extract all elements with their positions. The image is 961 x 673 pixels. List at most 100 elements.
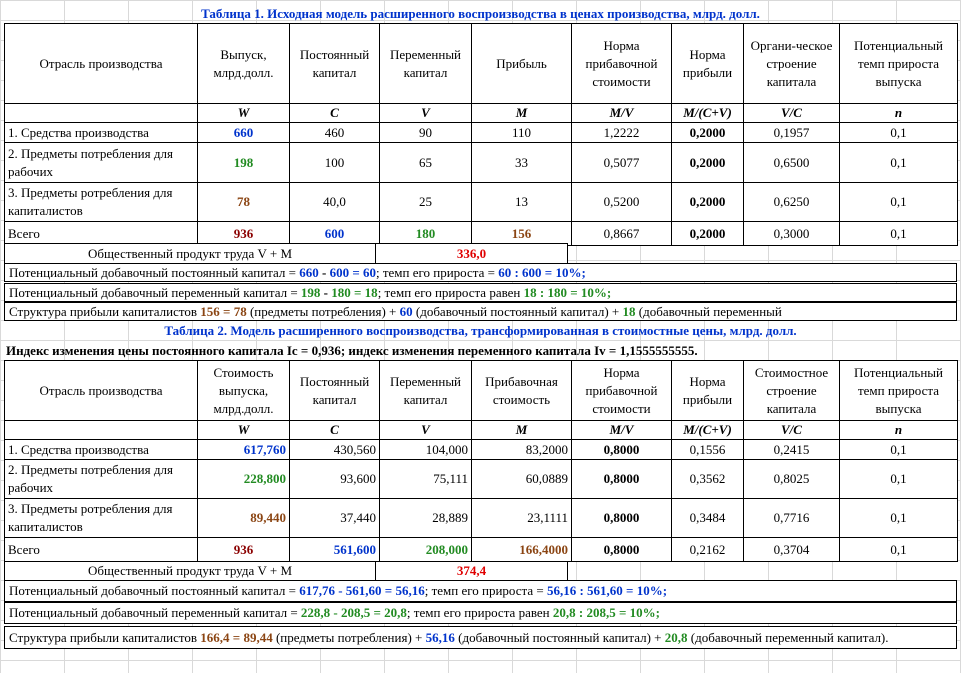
table-row: 2. Предметы потребления для рабочих 228,…: [4, 459, 958, 499]
constant-capital-value: 100: [289, 142, 380, 183]
surplus-value: 60,0889: [471, 459, 572, 499]
text: Потенциальный добавочный переменный капи…: [9, 605, 301, 620]
text: (предметы потребления) +: [246, 304, 400, 319]
text: ; темп его прироста равен: [377, 285, 524, 300]
value: 60 : 600 = 10%;: [498, 265, 586, 280]
header-output-value: Стоимость выпуска, млрд.долл.: [197, 360, 290, 421]
social-product-label-text: Общественный продукт труда V + M: [87, 563, 293, 578]
social-product-label-text: Общественный продукт труда V + M: [87, 245, 293, 261]
constant-capital-value: 430,560: [289, 439, 380, 460]
text: (предметы потребления) +: [272, 630, 426, 645]
variable-capital-value: 180: [379, 221, 472, 246]
social-product-value: 374,4: [375, 561, 568, 581]
social-product-label: Общественный продукт труда V + M: [4, 243, 376, 264]
variable-capital-value: 65: [379, 142, 472, 183]
value: 56,16 : 561,60 = 10%;: [546, 583, 668, 598]
profit-value: 13: [471, 182, 572, 222]
surplus-value: 83,2000: [471, 439, 572, 460]
composition-value: 0,1957: [743, 122, 840, 143]
growth-value: 0,1: [839, 221, 958, 246]
surplus-rate-value: 1,2222: [571, 122, 672, 143]
text: Структура прибыли капиталистов: [9, 630, 201, 645]
header-surplus-rate: Норма прибавочной стоимости: [571, 23, 672, 104]
symbol-cell: V/C: [743, 103, 840, 123]
table2-profit-structure-line: Структура прибыли капиталистов 166,4 = 8…: [4, 626, 957, 649]
profit-value: 156: [471, 221, 572, 246]
output-value: 89,440: [197, 498, 290, 538]
profit-rate-value: 0,2000: [671, 182, 744, 222]
table-row: 3. Предметы ротребления для капиталистов…: [4, 182, 958, 222]
table2-symbol-row: W C V M M/V M/(C+V) V/C n: [4, 420, 958, 440]
composition-value: 0,8025: [743, 459, 840, 499]
text: (добавочный постоянный капитал) +: [412, 304, 623, 319]
profit-rate-value: 0,2000: [671, 221, 744, 246]
table2-header-row: Отрасль производства Стоимость выпуска, …: [4, 360, 958, 421]
table1-constant-capital-line: Потенциальный добавочный постоянный капи…: [4, 263, 957, 282]
table1-header-row: Отрасль производства Выпуск, млрд.долл. …: [4, 23, 958, 104]
header-value-composition: Стоимостное строение капитала: [743, 360, 840, 421]
symbol-cell: [4, 103, 198, 123]
text: ; темп его прироста равен: [406, 605, 553, 620]
text: Структура прибыли капиталистов: [9, 304, 201, 319]
price-index-line: Индекс изменения цены постоянного капита…: [6, 343, 698, 358]
text: -: [320, 285, 332, 300]
profit-rate-value: 0,1556: [671, 439, 744, 460]
table-row-total: Всего 936 561,600 208,000 166,4000 0,800…: [4, 537, 958, 562]
value: 180 = 18: [331, 285, 378, 300]
growth-value: 0,1: [839, 439, 958, 460]
header-profit-rate: Норма прибыли: [671, 360, 744, 421]
constant-capital-value: 460: [289, 122, 380, 143]
social-product-label: Общественный продукт труда V + M: [4, 561, 376, 581]
surplus-rate-value: 0,8000: [571, 537, 672, 562]
profit-value: 110: [471, 122, 572, 143]
header-variable-capital: Переменный капитал: [379, 360, 472, 421]
text: (добавочный переменный капитал).: [687, 630, 889, 645]
table-row: 3. Предметы ротребления для капиталистов…: [4, 498, 958, 538]
value: 617,76 - 561,60 = 56,16: [299, 583, 425, 598]
value: 18 : 180 = 10%;: [523, 285, 612, 300]
variable-capital-value: 28,889: [379, 498, 472, 538]
text: (добавочный переменный: [635, 304, 782, 319]
value: 198: [300, 285, 321, 300]
value: 20,8 : 208,5 = 10%;: [552, 605, 660, 620]
symbol-cell: [4, 420, 198, 440]
output-value: 78: [197, 182, 290, 222]
growth-value: 0,1: [839, 182, 958, 222]
table1-profit-structure-line: Структура прибыли капиталистов 156 = 78 …: [4, 302, 957, 321]
symbol-cell: M: [471, 420, 572, 440]
profit-rate-value: 0,2000: [671, 142, 744, 183]
header-constant-capital: Постоянный капитал: [289, 23, 380, 104]
text: Потенциальный добавочный переменный капи…: [9, 285, 301, 300]
header-growth-rate: Потенциальный темп прироста выпуска: [839, 23, 958, 104]
profit-rate-value: 0,3562: [671, 459, 744, 499]
table1-symbol-row: W C V M M/V M/(C+V) V/C n: [4, 103, 958, 123]
symbol-cell: C: [289, 103, 380, 123]
composition-value: 0,3000: [743, 221, 840, 246]
surplus-rate-value: 0,8000: [571, 498, 672, 538]
table2-social-product: Общественный продукт труда V + M 374,4: [4, 561, 568, 581]
symbol-cell: C: [289, 420, 380, 440]
surplus-value: 166,4000: [471, 537, 572, 562]
table1-variable-capital-line: Потенциальный добавочный переменный капи…: [4, 283, 957, 302]
header-constant-capital: Постоянный капитал: [289, 360, 380, 421]
header-profit-rate: Норма прибыли: [671, 23, 744, 104]
composition-value: 0,2415: [743, 439, 840, 460]
growth-value: 0,1: [839, 498, 958, 538]
profit-rate-value: 0,3484: [671, 498, 744, 538]
constant-capital-value: 37,440: [289, 498, 380, 538]
variable-capital-value: 104,000: [379, 439, 472, 460]
sector-name: 1. Средства производства: [4, 122, 198, 143]
surplus-rate-value: 0,8000: [571, 459, 672, 499]
table2-variable-capital-line: Потенциальный добавочный переменный капи…: [4, 602, 957, 624]
value: 60: [399, 304, 413, 319]
output-value: 936: [197, 537, 290, 562]
text: Потенциальный добавочный постоянный капи…: [9, 583, 300, 598]
value: 600 = 60: [329, 265, 376, 280]
constant-capital-value: 40,0: [289, 182, 380, 222]
value: 156 = 78: [200, 304, 247, 319]
growth-value: 0,1: [839, 459, 958, 499]
output-value: 228,800: [197, 459, 290, 499]
table1-title: Таблица 1. Исходная модель расширенного …: [201, 6, 760, 21]
text: ; темп его прироста =: [424, 583, 547, 598]
output-value: 660: [197, 122, 290, 143]
